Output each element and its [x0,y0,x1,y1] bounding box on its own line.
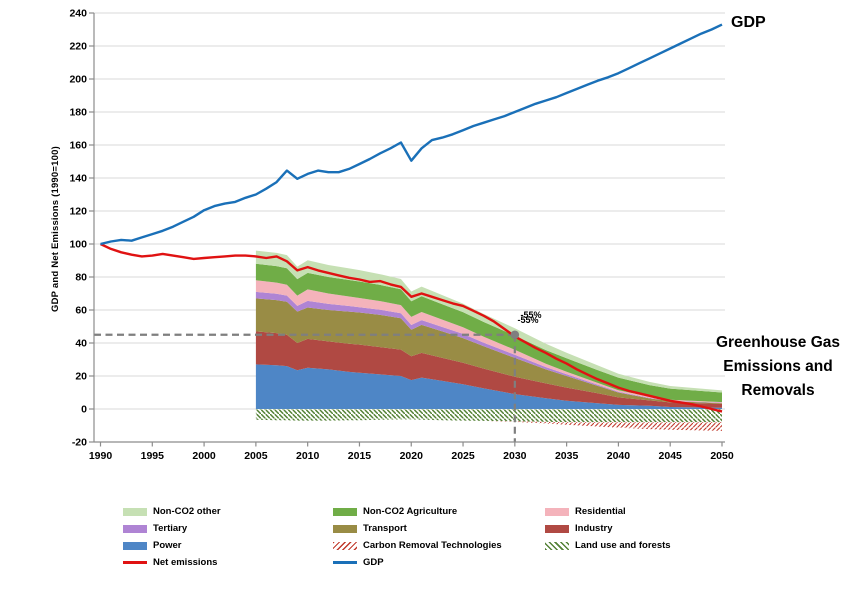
legend-item-non-co2-agriculture: Non-CO2 Agriculture [333,503,502,520]
target-marker [510,330,520,340]
legend-label-non-co2-other: Non-CO2 other [153,506,221,517]
y-tick-label: 0 [81,404,87,416]
target-annotation: -55% -55% [503,310,553,330]
ghg-label-line3: Removals [741,382,815,399]
line-net-emissions [99,242,723,413]
x-tick-label: 2020 [400,450,424,462]
x-tick-label: 2025 [451,450,475,462]
area-carbon-removal-technologies [255,419,722,431]
ghg-area-label: Greenhouse Gas Emissions and Removals [697,331,858,403]
x-tick-label: 1995 [141,450,165,462]
area-residential [255,280,722,403]
y-tick-label: 80 [75,272,87,284]
y-tick-label: 220 [69,41,87,53]
legend-swatch-net-emissions [123,561,147,564]
target-annotation-text: -55% [517,314,539,325]
legend-item-tertiary: Tertiary [123,520,221,537]
y-axis-title: GDP and Net Emissions (1990=100) [50,146,61,312]
x-tick-label: 2010 [296,450,320,462]
area-power [255,364,722,409]
y-tick-label: -20 [72,437,87,449]
y-tick-label: 200 [69,74,87,86]
legend-item-residential: Residential [545,503,671,520]
legend-label-transport: Transport [363,523,407,534]
x-tick-label: 2005 [244,450,268,462]
x-tick-label: 2030 [503,450,527,462]
area-land-use-and-forests [255,409,722,423]
legend-swatch-non-co2-agriculture [333,507,357,516]
legend-label-tertiary: Tertiary [153,523,188,534]
legend-item-power: Power [123,537,221,554]
legend-item-net-emissions: Net emissions [123,554,221,571]
line-gdp [100,23,723,246]
area-non-co2-other [255,250,722,393]
gdp-line-label: GDP [731,14,766,31]
ghg-label-line1: Greenhouse Gas [715,334,841,351]
legend-label-industry: Industry [575,523,613,534]
y-tick-label: 40 [75,338,87,350]
x-tick-label: 2035 [555,450,579,462]
y-tick-label: 240 [69,8,87,20]
x-tick-label: 2015 [348,450,372,462]
legend-swatch-carbon-removal-technologies [333,541,357,550]
legend-item-industry: Industry [545,520,671,537]
legend-swatch-industry [545,524,569,533]
x-tick-label: 2050 [710,450,734,462]
target-annotation-shadow: -55% [520,310,542,320]
legend-label-land-use-and-forests: Land use and forests [575,540,671,551]
area-industry [255,331,722,408]
area-tertiary [255,291,722,404]
legend-swatch-power [123,541,147,550]
x-tick-label: 2045 [659,450,683,462]
area-non-co2-agriculture [255,263,722,403]
legend-label-residential: Residential [575,506,626,517]
ghg-label-line2: Emissions and [723,358,833,375]
y-tick-label: 180 [69,107,87,119]
x-tick-label: 1990 [89,450,113,462]
y-tick-label: 160 [69,140,87,152]
legend-label-net-emissions: Net emissions [153,557,218,568]
y-tick-label: 100 [69,239,87,251]
y-tick-label: 140 [69,173,87,185]
legend-label-non-co2-agriculture: Non-CO2 Agriculture [363,506,458,517]
y-tick-label: 60 [75,305,87,317]
legend-swatch-transport [333,524,357,533]
legend-column-1: Non-CO2 other Tertiary Power Net emissions [123,503,221,571]
legend-label-power: Power [153,540,182,551]
legend-column-3: Residential Industry Land use and forests [545,503,671,554]
x-tick-label: 2000 [192,450,216,462]
legend-item-land-use-and-forests: Land use and forests [545,537,671,554]
y-tick-label: 120 [69,206,87,218]
legend-column-2: Non-CO2 Agriculture Transport Carbon Remov… [333,503,502,571]
legend-swatch-land-use-and-forests [545,541,569,550]
legend-label-carbon-removal-technologies: Carbon Removal Technologies [363,540,502,551]
legend-swatch-non-co2-other [123,507,147,516]
legend-swatch-gdp [333,561,357,564]
legend-item-gdp: GDP [333,554,502,571]
legend-swatch-tertiary [123,524,147,533]
legend-item-non-co2-other: Non-CO2 other [123,503,221,520]
legend-item-carbon-removal-technologies: Carbon Removal Technologies [333,537,502,554]
legend-item-transport: Transport [333,520,502,537]
y-tick-label: 20 [75,371,87,383]
area-transport [255,298,722,404]
x-tick-label: 2040 [607,450,631,462]
legend-label-gdp: GDP [363,557,384,568]
legend-swatch-residential [545,507,569,516]
